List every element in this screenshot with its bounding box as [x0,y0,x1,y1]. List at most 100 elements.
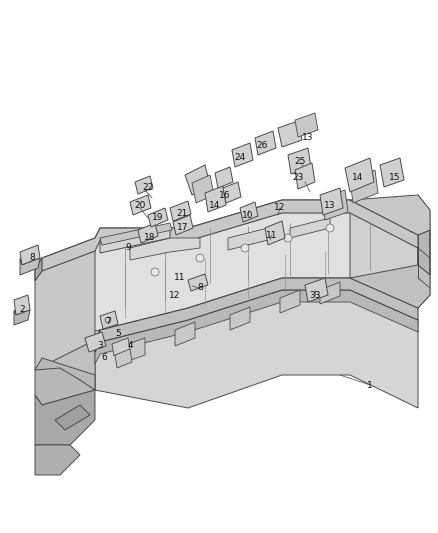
Polygon shape [320,282,340,304]
Text: 3: 3 [97,341,103,350]
Polygon shape [290,218,330,238]
Polygon shape [100,223,172,245]
Polygon shape [188,274,208,291]
Text: 13: 13 [324,200,336,209]
Polygon shape [20,245,40,265]
Polygon shape [295,113,318,137]
Polygon shape [350,265,430,308]
Polygon shape [418,195,430,308]
Text: 22: 22 [142,183,154,192]
Polygon shape [232,143,253,167]
Polygon shape [35,238,95,370]
Text: 15: 15 [389,174,401,182]
Polygon shape [228,228,268,250]
Polygon shape [42,271,100,390]
Text: 2: 2 [19,305,25,314]
Polygon shape [14,295,30,315]
Text: 23: 23 [292,174,304,182]
Polygon shape [192,175,214,203]
Polygon shape [35,258,42,281]
Polygon shape [130,238,200,260]
Text: 8: 8 [197,284,203,293]
Polygon shape [345,158,374,192]
Text: 26: 26 [256,141,268,149]
Polygon shape [255,131,276,155]
Polygon shape [135,176,153,194]
Text: 17: 17 [177,223,189,232]
Text: 12: 12 [170,290,181,300]
Polygon shape [350,195,430,235]
Circle shape [196,254,204,262]
Polygon shape [148,208,168,227]
Text: 14: 14 [352,174,364,182]
Polygon shape [138,223,158,243]
Polygon shape [175,322,195,346]
Polygon shape [14,310,30,325]
Polygon shape [230,307,250,330]
Polygon shape [42,200,418,340]
Text: 19: 19 [152,214,164,222]
Polygon shape [95,290,418,364]
Circle shape [151,268,159,276]
Text: 20: 20 [134,200,146,209]
Text: 9: 9 [125,244,131,253]
Polygon shape [55,405,90,430]
Polygon shape [35,200,418,271]
Text: 12: 12 [274,204,286,213]
Circle shape [326,224,334,232]
Text: 11: 11 [174,273,186,282]
Text: 1: 1 [367,381,373,390]
Text: 24: 24 [234,154,246,163]
Polygon shape [95,278,418,408]
Polygon shape [112,338,130,356]
Text: 33: 33 [309,290,321,300]
Text: 5: 5 [115,328,121,337]
Polygon shape [35,258,42,370]
Polygon shape [35,358,95,405]
Polygon shape [288,148,311,174]
Polygon shape [35,445,80,475]
Polygon shape [170,201,191,221]
Polygon shape [185,165,210,195]
Text: 7: 7 [105,318,111,327]
Circle shape [284,234,292,242]
Polygon shape [205,186,226,212]
Polygon shape [130,195,151,215]
Polygon shape [85,332,106,352]
Polygon shape [380,158,404,187]
Polygon shape [322,190,348,220]
Circle shape [241,244,249,252]
Polygon shape [95,330,100,352]
Text: 6: 6 [101,353,107,362]
Polygon shape [278,121,302,147]
Polygon shape [280,290,300,313]
Text: 13: 13 [302,133,314,142]
Polygon shape [125,338,145,362]
Text: 4: 4 [127,341,133,350]
Polygon shape [20,258,40,275]
Text: 14: 14 [209,200,221,209]
Text: 21: 21 [177,208,188,217]
Polygon shape [295,163,315,189]
Polygon shape [350,170,378,203]
Polygon shape [100,225,170,253]
Polygon shape [350,200,418,308]
Circle shape [105,317,111,323]
Polygon shape [265,221,285,245]
Polygon shape [35,390,95,445]
Text: 10: 10 [242,211,254,220]
Polygon shape [305,278,328,302]
Polygon shape [223,182,241,203]
Text: 25: 25 [294,157,306,166]
Text: 16: 16 [219,190,231,199]
Polygon shape [100,311,118,329]
Polygon shape [95,278,418,352]
Polygon shape [215,167,233,188]
Text: 18: 18 [144,233,156,243]
Text: 11: 11 [266,230,278,239]
Text: 8: 8 [29,254,35,262]
Polygon shape [115,349,132,368]
Polygon shape [240,202,258,222]
Polygon shape [173,215,193,235]
Polygon shape [320,188,343,215]
